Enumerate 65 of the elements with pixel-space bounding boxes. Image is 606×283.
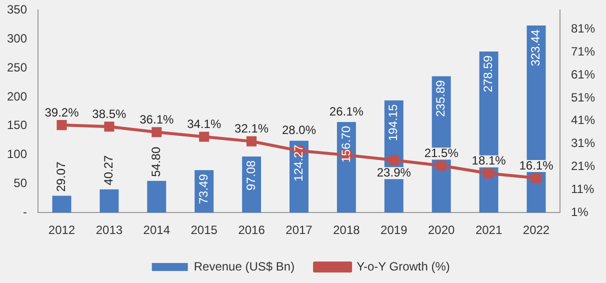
y-tick-label: - [23,204,28,219]
y-tick-label: 100 [6,147,28,162]
data-label: 194.15 [386,104,400,142]
bar [147,180,166,213]
bar [100,189,119,213]
y2-tick-label: 51% [570,90,596,104]
y2-tick-label: 71% [570,44,596,58]
data-label: 18.1% [472,154,506,168]
data-label: 29.07 [54,161,68,192]
point [484,168,494,178]
y2-tick-label: 21% [570,159,596,174]
data-label: 39.2% [44,105,80,120]
x-tick-label: 2019 [380,223,408,238]
data-label: 28.0% [282,123,316,138]
y-tick-label: 300 [6,31,28,46]
data-label: 32.1% [234,122,269,136]
data-label: 73.49 [196,174,210,204]
data-label: 97.08 [244,160,258,190]
data-label: 23.9% [376,165,412,180]
point [104,122,114,132]
point [246,136,257,146]
data-label: 156.70 [338,126,353,163]
data-label: 36.1% [140,112,174,126]
x-tick-label: 2014 [143,223,170,238]
point [388,155,399,166]
x-tick-label: 2022 [522,223,550,238]
x-tick-label: 2016 [238,223,266,238]
x-tick-label: 2017 [286,223,313,238]
point [436,160,446,171]
y2-tick-label: 1% [570,204,589,219]
data-label: 235.89 [434,80,448,117]
x-tick-label: 2012 [48,223,76,238]
data-label: 54.80 [148,146,163,177]
data-label: 21.5% [424,146,459,160]
point [531,172,542,184]
data-label: 323.44 [528,29,543,66]
data-label: 38.5% [92,106,127,121]
y2-tick-label: 11% [570,182,594,196]
legend-label: Y-o-Y Growth (%) [356,259,450,274]
data-label: 278.59 [481,55,496,92]
y-tick-label: 200 [6,89,28,104]
point [56,120,67,130]
x-tick-label: 2015 [190,223,218,238]
y-tick-label: 350 [6,2,28,17]
bar [336,122,356,213]
y-tick-label: 150 [6,118,28,132]
point [199,132,210,142]
y2-tick-label: 61% [570,67,596,82]
y2-tick-label: 81% [570,22,596,36]
x-tick-label: 2018 [333,223,360,238]
data-label: 26.1% [329,104,364,118]
data-label: 40.27 [102,154,116,186]
y-tick-label: 50 [14,176,28,190]
y2-tick-label: 41% [570,113,596,128]
x-tick-label: 2021 [475,223,502,238]
y-tick-label: 250 [6,60,28,74]
x-tick-label: 2020 [428,223,456,238]
x-tick-label: 2013 [96,223,123,238]
point [152,127,162,138]
y2-tick-label: 31% [570,136,596,150]
legend-label: Revenue (US$ Bn) [194,259,295,274]
data-label: 34.1% [187,117,222,132]
data-label: 16.1% [519,158,554,172]
data-label: 124.27 [291,144,306,182]
bar [52,196,72,213]
